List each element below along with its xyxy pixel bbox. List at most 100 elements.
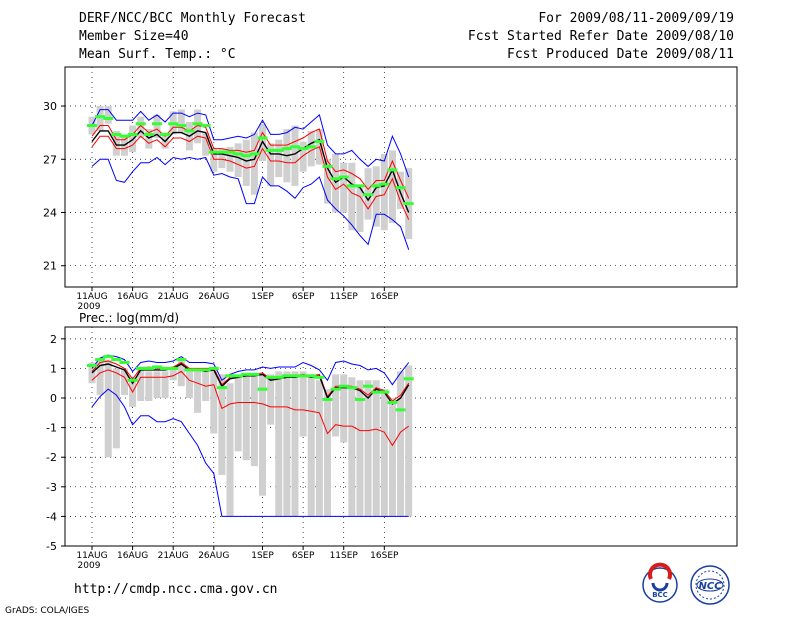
green-marker [216,150,227,154]
green-marker [306,145,317,149]
green-marker [387,400,398,404]
x-tick-label: 6SEP [292,292,315,302]
green-marker [225,374,236,378]
spread-bar [120,136,128,156]
spread-bar [145,371,153,401]
green-marker [249,152,260,156]
spread-bar [242,139,250,186]
spread-bar [104,359,112,458]
spread-bar [275,139,283,177]
spread-bar [137,116,145,138]
green-marker [346,386,357,390]
green-marker [95,115,106,119]
green-marker [298,147,309,151]
spread-bar [112,368,120,449]
spread-bar [137,368,145,401]
chart-title: DERF/NCC/BCC Monthly Forecast [79,11,306,26]
spread-bar [169,368,177,381]
series-line-max [91,354,410,386]
series-line-min [91,388,409,517]
green-marker [314,140,325,144]
fcst-started-date: Fcst Started Refer Date 2009/08/10 [467,29,734,44]
green-marker [111,358,122,362]
green-marker [290,145,300,149]
green-marker [233,374,244,378]
x-tick-label: 26AUG [198,551,229,561]
y-tick-label: -4 [46,510,57,523]
spread-bar [405,365,413,517]
spread-bar [299,141,307,172]
spread-bar [226,146,234,172]
green-marker [265,148,276,152]
y-tick-label: 0 [50,392,57,405]
green-marker [208,150,219,154]
spread-bar [307,130,315,167]
y-tick-label: -2 [46,451,57,464]
spread-bar [299,371,307,437]
x-tick-label: 11AUG [76,551,107,561]
series-line-lower [91,135,410,220]
spread-bar [340,374,348,443]
green-marker [371,390,382,394]
y-tick-label: 27 [43,153,57,166]
green-marker [151,122,162,126]
spread-bar [202,368,210,401]
green-marker [257,136,268,140]
spread-bar [397,371,405,517]
green-marker [371,184,382,188]
green-marker [151,365,162,369]
website-url[interactable]: http://cmdp.ncc.cma.gov.cn [74,582,278,597]
green-marker [176,358,187,362]
green-marker [273,375,284,379]
spread-bar [340,162,348,213]
green-marker [135,122,146,126]
green-marker [265,375,276,379]
spread-bar [283,371,291,517]
green-marker [111,132,122,136]
y-tick-label: 1 [50,362,57,375]
forecast-period: For 2009/08/11-2009/09/19 [538,11,734,26]
green-marker [403,377,414,381]
spread-bar [291,371,299,517]
fcst-produced-date: Fcst Produced Date 2009/08/11 [507,47,734,62]
green-marker [160,132,171,136]
spread-bar [234,377,242,452]
green-marker [184,129,195,133]
spread-bar [210,148,218,172]
spread-bar [242,374,250,461]
green-marker [354,398,365,402]
series-line-upper [91,124,410,199]
spread-bar [364,380,372,517]
spread-bar [307,374,315,517]
spread-bar [291,125,299,186]
green-marker [200,368,211,372]
x-tick-label: 1SEP [251,551,274,561]
y-tick-label: 30 [43,100,57,113]
green-marker [135,366,146,370]
x-tick-label: 16SEP [370,292,399,302]
spread-bar [120,368,128,396]
green-marker [314,375,325,379]
green-marker [127,132,138,136]
spread-bar [380,389,388,517]
spread-bar [323,159,331,204]
green-marker [306,374,317,378]
green-marker [338,384,349,388]
spread-bar [194,109,202,144]
spread-bar [250,374,258,467]
ncc-logo: NCC [690,565,730,605]
spread-bar [96,359,104,396]
variable-label: Mean Surf. Temp.: °C [79,47,236,62]
green-marker [346,184,357,188]
green-marker [330,387,341,391]
x-year-label: 2009 [78,561,101,571]
y-tick-label: 24 [43,206,57,219]
series-line-min [91,156,410,250]
green-marker [184,368,195,372]
green-marker [298,374,309,378]
spread-bar [153,371,161,399]
x-tick-label: 11AUG [76,292,107,302]
green-marker [87,363,97,367]
green-marker [403,202,414,206]
